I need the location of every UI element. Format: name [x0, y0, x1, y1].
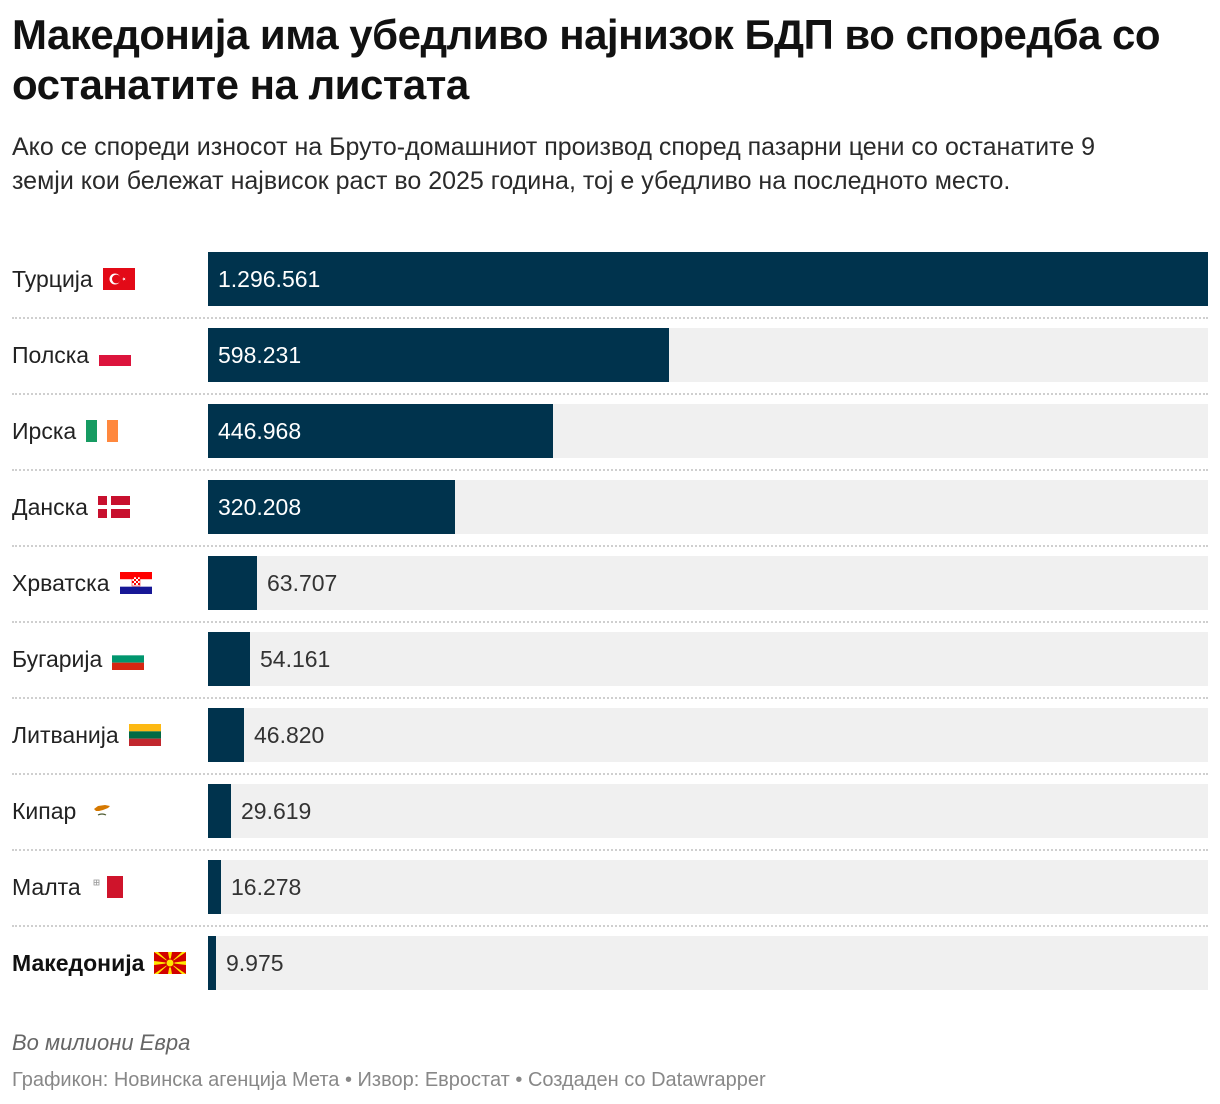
lithuania-flag-icon	[128, 724, 161, 746]
category-label-text: Литванија	[12, 721, 119, 748]
row-separator	[12, 393, 1208, 395]
row-separator	[12, 317, 1208, 319]
category-label: Полска	[12, 328, 132, 382]
bulgaria-flag-icon	[112, 648, 145, 670]
croatia-flag-icon	[119, 572, 152, 594]
bar-row: Литванија 46.820	[0, 708, 1220, 762]
value-label: 1.296.561	[218, 266, 321, 292]
bar	[208, 556, 257, 610]
chart-subtitle: Ако се спореди износот на Бруто-домашнио…	[12, 133, 1096, 195]
category-label-text: Полска	[12, 341, 90, 368]
value-label: 46.820	[254, 722, 325, 748]
category-label: Турција	[12, 252, 135, 306]
category-label-text: Ирска	[12, 417, 77, 444]
value-label: 16.278	[231, 874, 302, 900]
category-label: Литванија	[12, 708, 161, 762]
bar-track: 598.231	[208, 328, 1208, 382]
bar-row: Малта 16.278	[0, 860, 1220, 914]
category-label-text: Турција	[12, 265, 93, 292]
turkey-flag-icon	[102, 268, 135, 290]
bar-track: 46.820	[208, 708, 1208, 762]
bar-row: Турција 1.296.561	[0, 252, 1220, 306]
row-separator	[12, 697, 1208, 699]
malta-flag-icon	[90, 876, 123, 898]
category-label-text: Македонија	[12, 949, 145, 976]
value-label: 446.968	[218, 418, 302, 444]
value-label: 320.208	[218, 494, 302, 520]
ireland-flag-icon	[86, 420, 119, 442]
category-label: Македонија	[12, 936, 187, 990]
bar-row: Бугарија 54.161	[0, 632, 1220, 686]
poland-flag-icon	[99, 344, 132, 366]
category-label: Ирска	[12, 404, 119, 458]
row-separator	[12, 545, 1208, 547]
bar	[208, 860, 221, 914]
bar-track: 1.296.561	[208, 252, 1208, 306]
chart-footer: Графикон: Новинска агенција Мета • Извор…	[12, 1069, 766, 1091]
category-label-text: Кипар	[12, 797, 77, 824]
cyprus-flag-icon	[86, 800, 119, 822]
value-label: 63.707	[267, 570, 338, 596]
bar-row: Ирска 446.968	[0, 404, 1220, 458]
value-label: 54.161	[260, 646, 331, 672]
value-label: 29.619	[241, 798, 312, 824]
bar-track: 320.208	[208, 480, 1208, 534]
bar-row: Данска 320.208	[0, 480, 1220, 534]
macedonia-flag-icon	[154, 952, 187, 974]
bar-track: 446.968	[208, 404, 1208, 458]
category-label: Данска	[12, 480, 130, 534]
unit-note: Во милиони Евра	[12, 1030, 191, 1055]
category-label: Малта	[12, 860, 123, 914]
category-label-text: Малта	[12, 873, 81, 900]
category-label: Хрватска	[12, 556, 152, 610]
bar-track: 29.619	[208, 784, 1208, 838]
row-separator	[12, 925, 1208, 927]
row-separator	[12, 849, 1208, 851]
category-label-text: Бугарија	[12, 645, 103, 672]
category-label-text: Данска	[12, 493, 88, 520]
bar-track: 54.161	[208, 632, 1208, 686]
denmark-flag-icon	[97, 496, 130, 518]
bar	[208, 632, 250, 686]
row-separator	[12, 773, 1208, 775]
bar	[208, 936, 216, 990]
category-label-text: Хрватска	[12, 569, 110, 596]
bar-track: 63.707	[208, 556, 1208, 610]
bar-row: Македонија 9.975	[0, 936, 1220, 990]
value-label: 598.231	[218, 342, 302, 368]
chart-title: Македонија има убедливо најнизок БДП во …	[12, 11, 1161, 108]
bar-row: Полска 598.231	[0, 328, 1220, 382]
bar-track: 16.278	[208, 860, 1208, 914]
row-separator	[12, 621, 1208, 623]
bar	[208, 480, 455, 534]
bar-row: Кипар 29.619	[0, 784, 1220, 838]
bar	[208, 328, 669, 382]
category-label: Бугарија	[12, 632, 145, 686]
bar	[208, 404, 553, 458]
bar-track: 9.975	[208, 936, 1208, 990]
bar-row: Хрватска 63.707	[0, 556, 1220, 610]
category-label: Кипар	[12, 784, 119, 838]
bar	[208, 708, 244, 762]
bar	[208, 252, 1208, 306]
row-separator	[12, 469, 1208, 471]
bar	[208, 784, 231, 838]
value-label: 9.975	[226, 950, 284, 976]
